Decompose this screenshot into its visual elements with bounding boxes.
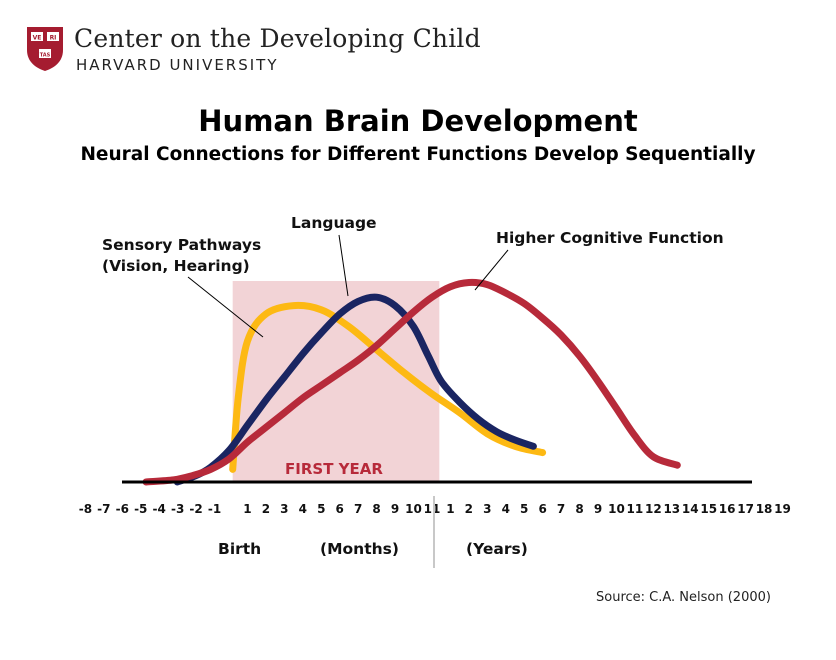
tick-label-prenatal: -1 bbox=[208, 502, 221, 516]
tick-label-month: 4 bbox=[299, 502, 307, 516]
sensory-label-line2: (Vision, Hearing) bbox=[102, 257, 250, 275]
cognitive-label: Higher Cognitive Function bbox=[496, 229, 724, 247]
book-bottom-icon bbox=[39, 49, 51, 58]
series-line-higher-cognitive-function bbox=[142, 278, 681, 486]
tick-label-month: 9 bbox=[391, 502, 399, 516]
tick-label-year: 2 bbox=[465, 502, 473, 516]
language-leader-line bbox=[338, 234, 349, 297]
tick-label-prenatal: -2 bbox=[189, 502, 202, 516]
tick-label-month: 6 bbox=[336, 502, 344, 516]
book-left-icon bbox=[31, 32, 43, 41]
book-right-icon bbox=[47, 32, 59, 41]
first-year-label: FIRST YEAR bbox=[285, 460, 383, 478]
tick-label-year: 1 bbox=[446, 502, 454, 516]
tick-label-year: 17 bbox=[737, 502, 754, 516]
tick-label-year: 4 bbox=[502, 502, 510, 516]
sensory-label-line1: Sensory Pathways bbox=[102, 236, 261, 254]
tick-label-prenatal: -4 bbox=[153, 502, 166, 516]
tick-label-month: 3 bbox=[280, 502, 288, 516]
tick-label-year: 14 bbox=[682, 502, 699, 516]
tick-label-prenatal: -6 bbox=[116, 502, 129, 516]
tick-label-month: 11 bbox=[424, 502, 441, 516]
org-name: Center on the Developing Child bbox=[74, 24, 481, 53]
logo-text-tas: TAS bbox=[40, 53, 51, 59]
first-year-band bbox=[232, 281, 440, 482]
tick-label-month: 7 bbox=[354, 502, 362, 516]
tick-label-year: 3 bbox=[483, 502, 491, 516]
logo-text-ri: RI bbox=[50, 35, 57, 42]
tick-label-year: 10 bbox=[608, 502, 625, 516]
birth-label: Birth bbox=[218, 540, 261, 558]
tick-label-year: 9 bbox=[594, 502, 602, 516]
tick-label-month: 10 bbox=[405, 502, 422, 516]
tick-label-year: 11 bbox=[627, 502, 644, 516]
chart-title: Human Brain Development bbox=[198, 104, 638, 138]
tick-label-year: 16 bbox=[719, 502, 736, 516]
tick-label-year: 8 bbox=[575, 502, 583, 516]
tick-label-prenatal: -3 bbox=[171, 502, 184, 516]
logo-text-ve: VE bbox=[33, 35, 42, 42]
years-label: (Years) bbox=[466, 540, 528, 558]
tick-label-year: 19 bbox=[774, 502, 791, 516]
tick-label-prenatal: -7 bbox=[97, 502, 110, 516]
source-citation: Source: C.A. Nelson (2000) bbox=[596, 590, 771, 605]
tick-label-year: 7 bbox=[557, 502, 565, 516]
series-line-sensory-pathways bbox=[229, 301, 547, 473]
tick-label-year: 15 bbox=[700, 502, 717, 516]
harvard-shield-logo: VE RI TAS bbox=[27, 27, 63, 71]
series-line-language bbox=[173, 293, 537, 486]
tick-label-month: 2 bbox=[262, 502, 270, 516]
tick-label-month: 5 bbox=[317, 502, 325, 516]
sensory-leader-line bbox=[187, 276, 264, 338]
tick-label-year: 18 bbox=[756, 502, 773, 516]
tick-label-month: 1 bbox=[243, 502, 251, 516]
tick-label-prenatal: -8 bbox=[79, 502, 92, 516]
tick-label-month: 8 bbox=[372, 502, 380, 516]
months-label: (Months) bbox=[320, 540, 399, 558]
org-subtitle: HARVARD UNIVERSITY bbox=[76, 56, 279, 74]
language-label: Language bbox=[291, 214, 377, 232]
tick-label-prenatal: -5 bbox=[134, 502, 147, 516]
chart-subtitle: Neural Connections for Different Functio… bbox=[80, 144, 756, 165]
cognitive-leader-line bbox=[474, 249, 509, 291]
tick-label-year: 5 bbox=[520, 502, 528, 516]
tick-label-year: 13 bbox=[663, 502, 680, 516]
tick-label-year: 12 bbox=[645, 502, 662, 516]
tick-label-year: 6 bbox=[538, 502, 546, 516]
